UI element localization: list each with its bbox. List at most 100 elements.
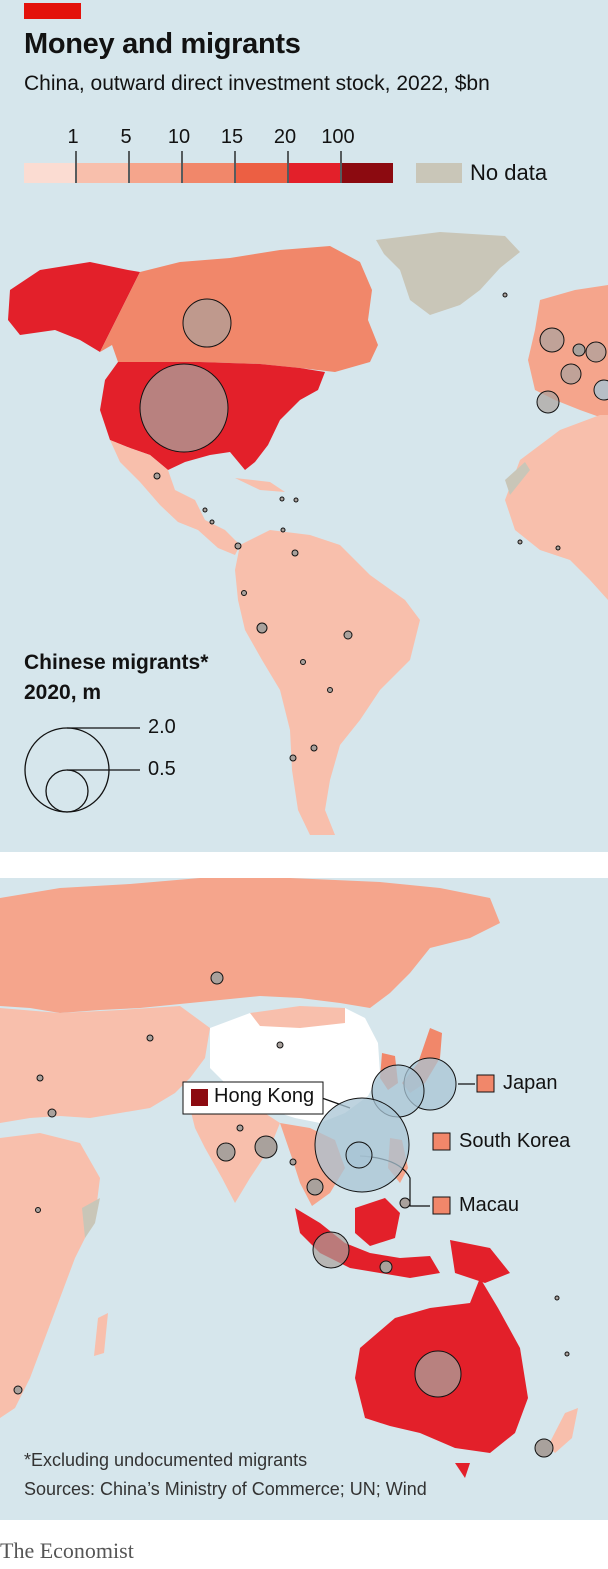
bubble-myanmar — [254, 1135, 278, 1159]
bubble-pacific-2 — [564, 1351, 570, 1357]
tasmania-shape — [455, 1463, 470, 1478]
south-america-shape — [235, 530, 420, 835]
japan-label: Japan — [503, 1072, 558, 1094]
bubble-legend-title-line2: 2020, m — [24, 681, 102, 704]
americas-map-panel: Money and migrants China, outward direct… — [0, 0, 608, 852]
greenland-shape — [376, 232, 520, 315]
bubble-caribbean-1 — [279, 496, 285, 502]
asia-map — [0, 878, 578, 1478]
legend-swatch-2 — [130, 163, 181, 183]
footnote-undocumented: *Excluding undocumented migrants — [24, 1450, 308, 1470]
legend-swatch-5 — [289, 163, 340, 183]
legend-swatch-1 — [77, 163, 128, 183]
mongolia-shape — [250, 1006, 345, 1028]
africa-fragment-shape — [505, 415, 608, 600]
macau-label: Macau — [459, 1194, 520, 1216]
borneo-shape — [355, 1198, 400, 1246]
alaska-shape — [8, 262, 140, 352]
bubble-pacific-1 — [554, 1295, 560, 1301]
russia-shape — [0, 878, 500, 1013]
bubble-iceland — [502, 292, 508, 298]
bubble-legend-title-line1: Chinese migrants* — [24, 651, 209, 674]
bubble-bolivia — [300, 659, 306, 665]
western-sahara-shape — [505, 462, 530, 495]
bubble-usa — [139, 363, 229, 453]
americas-map — [8, 151, 608, 835]
bubble-thailand — [306, 1178, 324, 1196]
bubble-uk — [539, 327, 565, 353]
cuba-shape — [235, 478, 285, 492]
bubble-canada — [182, 298, 232, 348]
hong-kong-label: Hong Kong — [214, 1085, 315, 1107]
bubble-france — [560, 363, 582, 385]
bubble-malaysia — [312, 1231, 350, 1269]
bubble-mexico — [153, 472, 161, 480]
indonesia-shape — [295, 1208, 440, 1278]
sources-note: Sources: China’s Ministry of Commerce; U… — [24, 1479, 427, 1499]
new-guinea-shape — [450, 1240, 510, 1283]
legend-tick-10: 10 — [167, 126, 191, 148]
bubble-vietnam — [289, 1158, 297, 1166]
bubble-venezuela — [291, 549, 299, 557]
bubble-mongolia — [276, 1041, 284, 1049]
bubble-central-am-2 — [209, 519, 215, 525]
chart-subtitle: China, outward direct investment stock, … — [24, 72, 490, 95]
bubble-spain — [536, 390, 560, 414]
legend-swatch-6 — [342, 163, 393, 183]
canada-shape — [100, 246, 378, 372]
bubble-macau — [345, 1141, 373, 1169]
bubble-legend-small — [45, 769, 89, 813]
bubble-legend-label-small: 0.5 — [148, 758, 176, 780]
colour-legend — [24, 151, 393, 183]
bubble-kazakhstan — [146, 1034, 154, 1042]
legend-no-data-label: No data — [470, 160, 548, 185]
legend-tick-100: 100 — [321, 126, 355, 148]
bubble-south-africa — [13, 1385, 23, 1395]
central-asia-shape — [0, 1006, 210, 1123]
bubble-caribbean-3 — [280, 527, 286, 533]
bubble-brazil — [343, 630, 353, 640]
bubble-legend-title: Chinese migrants* 2020, m — [24, 648, 208, 708]
bubble-middle-east-2 — [36, 1074, 44, 1082]
bubble-central-am-1 — [202, 507, 208, 513]
bubble-netherlands — [572, 343, 586, 357]
bubble-indonesia — [379, 1260, 393, 1274]
legend-swatch-0 — [24, 163, 75, 183]
bubble-chile — [289, 754, 297, 762]
legend-tick-20: 20 — [273, 126, 297, 148]
africa-east-shape — [0, 1133, 100, 1418]
bubble-panama — [234, 542, 242, 550]
legend-tick-15: 15 — [220, 126, 244, 148]
bubble-africa-1 — [517, 539, 523, 545]
bubble-germany — [585, 341, 607, 363]
bubble-africa-2 — [555, 545, 561, 551]
economist-brand: The Economist — [0, 1538, 134, 1563]
legend-swatch-4 — [236, 163, 287, 183]
bubble-india — [216, 1142, 236, 1162]
bubble-australia — [414, 1350, 462, 1398]
bubble-paraguay — [327, 687, 333, 693]
madagascar-shape — [94, 1313, 108, 1356]
bubble-middle-east-1 — [47, 1108, 57, 1118]
chart-title: Money and migrants — [24, 28, 301, 60]
macau-swatch — [432, 1196, 451, 1215]
japan-swatch — [476, 1074, 495, 1093]
bubble-italy — [593, 379, 608, 401]
bubble-legend-label-large: 2.0 — [148, 716, 176, 738]
bubble-philippines — [399, 1197, 411, 1209]
new-zealand-shape — [548, 1408, 578, 1453]
bubble-argentina — [310, 744, 318, 752]
legend-tick-1: 1 — [67, 126, 79, 148]
accent-bar — [24, 3, 81, 19]
bubble-ecuador — [241, 590, 247, 596]
south-korea-swatch — [432, 1132, 451, 1151]
somalia-shape — [82, 1198, 100, 1238]
bubble-caribbean-2 — [293, 497, 299, 503]
bubble-east-africa — [35, 1207, 41, 1213]
bubble-new-zealand — [534, 1438, 554, 1458]
legend-swatch-3 — [183, 163, 234, 183]
bubble-russia — [210, 971, 224, 985]
asia-map-panel: Hong Kong Japan South Korea Macau *Exclu… — [0, 878, 608, 1520]
bubble-nepal — [236, 1124, 244, 1132]
south-korea-label: South Korea — [459, 1130, 571, 1152]
